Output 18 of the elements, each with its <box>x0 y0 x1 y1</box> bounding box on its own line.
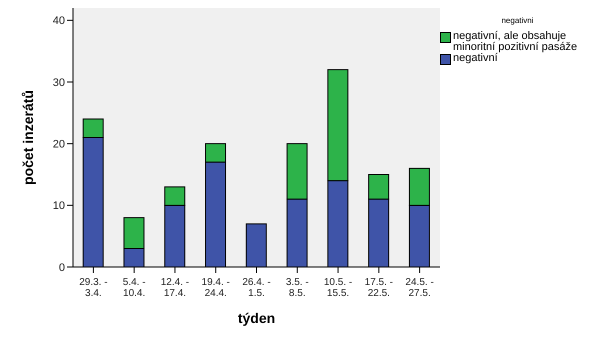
y-tick-label: 10 <box>52 200 65 212</box>
x-tick-label: 19.4. - 24.4. <box>202 277 230 299</box>
x-tick-label: 24.5. - 27.5. <box>405 277 434 299</box>
x-tick-label: 3.5. - 8.5. <box>286 277 309 299</box>
y-tick-label: 40 <box>52 15 65 28</box>
legend-title: negativni <box>500 16 535 25</box>
x-tick-label: 17.5. - 22.5. <box>364 277 394 299</box>
legend-label: negativní <box>453 52 498 64</box>
x-axis-title: týden <box>238 310 276 326</box>
x-tick-label: 26.4. - 1.5. <box>242 277 271 299</box>
x-tick-label: 5.4. - 10.4. <box>122 277 146 299</box>
x-tick-label: 29.3. - 3.4. <box>79 277 108 299</box>
y-tick-label: 0 <box>58 262 65 274</box>
y-axis-title: počet inzerátů <box>20 90 36 185</box>
x-tick-label: 12.4. - 17.4. <box>160 277 190 299</box>
y-tick-label: 20 <box>52 138 65 151</box>
y-tick-label: 30 <box>52 76 65 89</box>
x-tick-label: 10.5. - 15.5. <box>324 277 352 299</box>
